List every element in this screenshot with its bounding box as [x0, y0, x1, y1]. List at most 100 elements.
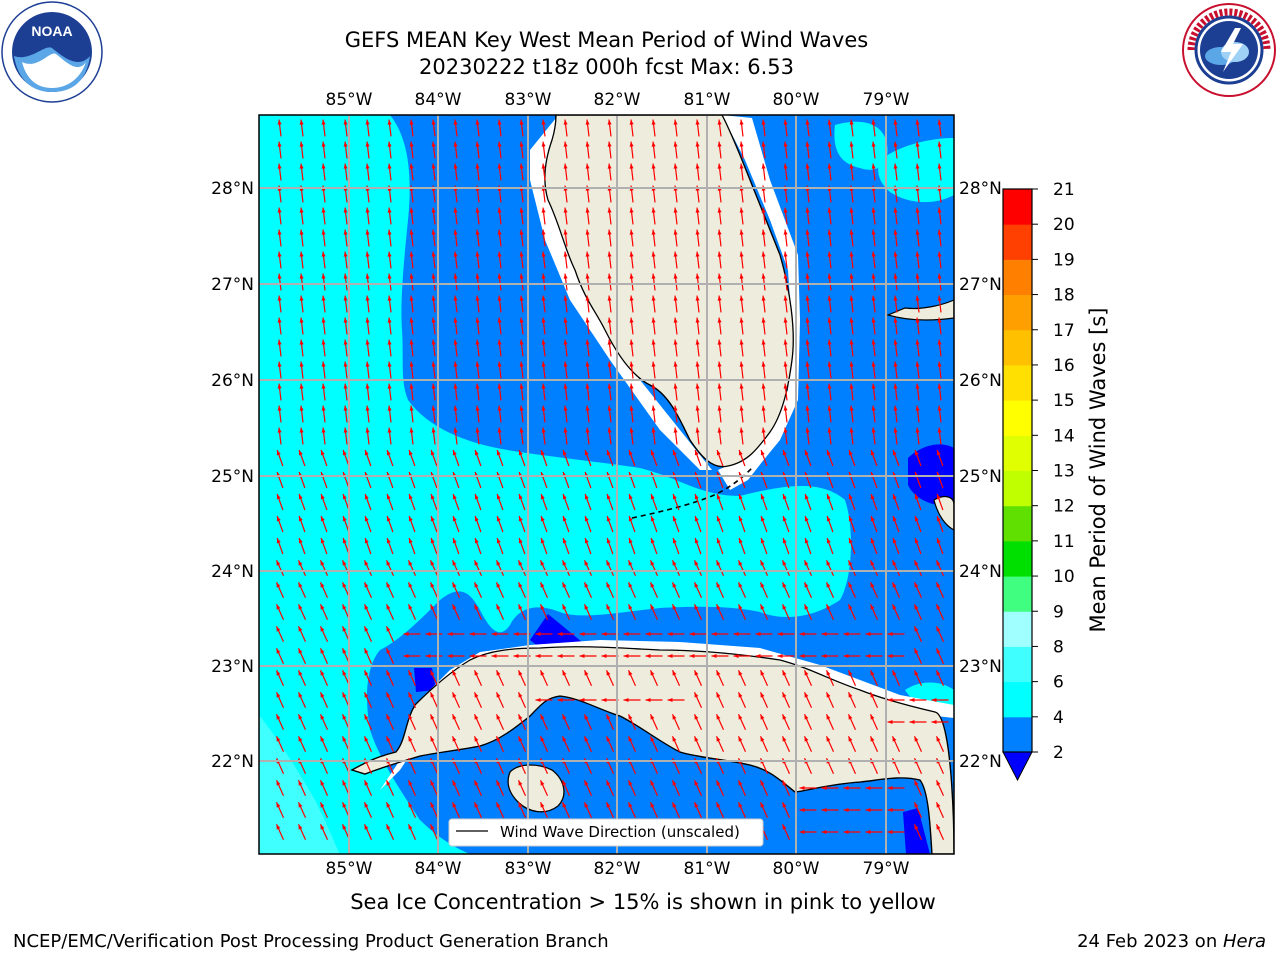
wave-arrow-head: [453, 361, 458, 367]
wave-arrow-head: [849, 295, 854, 301]
wave-arrow-head: [849, 383, 854, 389]
lon-label-top: 80°W: [773, 90, 820, 110]
wave-arrow-head: [408, 582, 413, 588]
wave-arrow-head: [585, 361, 590, 367]
wave-arrow-head: [408, 450, 413, 456]
wave-arrow-head: [298, 516, 303, 522]
wave-arrow-head: [893, 383, 898, 389]
wave-arrow-head: [298, 450, 303, 456]
wave-arrow-head: [623, 632, 629, 636]
wave-arrow-head: [343, 383, 348, 389]
wave-arrow-head: [936, 736, 941, 742]
wave-arrow-head: [475, 427, 480, 433]
wave-arrow-head: [672, 560, 677, 566]
wave-arrow-head: [562, 450, 567, 456]
wave-arrow-head: [738, 538, 743, 544]
wave-arrow-head: [513, 632, 519, 636]
wave-arrow-head: [452, 802, 457, 808]
wave-arrow-head: [695, 339, 700, 345]
wave-arrow-head: [585, 163, 590, 169]
wave-arrow-head: [299, 295, 304, 301]
wave-arrow-head: [276, 824, 281, 830]
wave-arrow-head: [849, 119, 854, 125]
wave-arrow-head: [518, 736, 523, 742]
wave-arrow-head: [607, 119, 612, 125]
wave-arrow-head: [320, 626, 325, 632]
wave-arrow-head: [277, 229, 282, 235]
wave-arrow-head: [584, 582, 589, 588]
wave-arrow-head: [276, 780, 281, 786]
wave-arrow-head: [893, 339, 898, 345]
wave-arrow-head: [915, 383, 920, 389]
wave-arrow-head: [563, 383, 568, 389]
wave-arrow-head: [804, 450, 809, 456]
colorbar-tick-label: 18: [1053, 286, 1075, 306]
wave-arrow-head: [827, 163, 832, 169]
wave-arrow-head: [849, 339, 854, 345]
wave-arrow-head: [474, 802, 479, 808]
wave-arrow-head: [937, 427, 942, 433]
wave-arrow-head: [672, 516, 677, 522]
wave-arrow-head: [782, 736, 787, 742]
wave-arrow-head: [299, 317, 304, 323]
wave-arrow-head: [673, 141, 678, 147]
wave-arrow-head: [606, 802, 611, 808]
wave-arrow-head: [870, 692, 875, 698]
wave-arrow-head: [673, 163, 678, 169]
lon-labels-top: 85°W 84°W 83°W 82°W 81°W 80°W 79°W: [326, 90, 910, 110]
wave-arrow-head: [739, 383, 744, 389]
wave-arrow-head: [667, 698, 673, 702]
wave-arrow-head: [519, 339, 524, 345]
wave-arrow-head: [518, 670, 523, 676]
wave-arrow-head: [496, 604, 501, 610]
wave-arrow-head: [628, 670, 633, 676]
colorbar-tick-label: 16: [1053, 356, 1075, 376]
wave-arrow-head: [320, 560, 325, 566]
wave-arrow-head: [298, 736, 303, 742]
wave-arrow-head: [584, 670, 589, 676]
wave-arrow-head: [695, 229, 700, 235]
wave-arrow-head: [893, 361, 898, 367]
wave-arrow-head: [629, 207, 634, 213]
wave-arrow-head: [805, 163, 810, 169]
wave-arrow-head: [629, 295, 634, 301]
wave-arrow-head: [871, 317, 876, 323]
wave-arrow-head: [848, 692, 853, 698]
wave-arrow-head: [277, 427, 282, 433]
wave-arrow-head: [694, 450, 699, 456]
wave-arrow-head: [667, 654, 673, 658]
wave-arrow-head: [628, 714, 633, 720]
wave-arrow-head: [364, 494, 369, 500]
wave-arrow-head: [453, 163, 458, 169]
wave-arrow-head: [716, 450, 721, 456]
wave-arrow-head: [343, 339, 348, 345]
wave-arrow-head: [848, 604, 853, 610]
wave-arrow-head: [893, 229, 898, 235]
wave-arrow-head: [519, 141, 524, 147]
wave-arrow-head: [431, 317, 436, 323]
wave-arrow-head: [342, 626, 347, 632]
wave-arrow-head: [320, 494, 325, 500]
wave-arrow-head: [408, 670, 413, 676]
wave-arrow-head: [760, 604, 765, 610]
wave-arrow-head: [843, 786, 849, 790]
wave-arrow-head: [865, 786, 871, 790]
wave-arrow-head: [387, 273, 392, 279]
wave-arrow-head: [431, 339, 436, 345]
lon-label-bottom: 81°W: [684, 859, 731, 879]
wave-arrow-head: [497, 141, 502, 147]
wave-arrow-head: [761, 383, 766, 389]
wave-arrow-head: [474, 494, 479, 500]
wave-arrow-head: [937, 383, 942, 389]
wave-arrow-head: [518, 802, 523, 808]
wave-arrow-head: [892, 736, 897, 742]
wave-arrow-head: [298, 824, 303, 830]
wave-arrow-head: [673, 383, 678, 389]
wave-arrow-head: [672, 604, 677, 610]
wave-arrow-head: [343, 427, 348, 433]
wave-arrow-head: [541, 207, 546, 213]
wave-arrow-head: [519, 361, 524, 367]
deep-blue-patch-4: [903, 808, 930, 854]
wave-arrow-head: [629, 251, 634, 257]
cyan-region-ne: [834, 121, 954, 203]
